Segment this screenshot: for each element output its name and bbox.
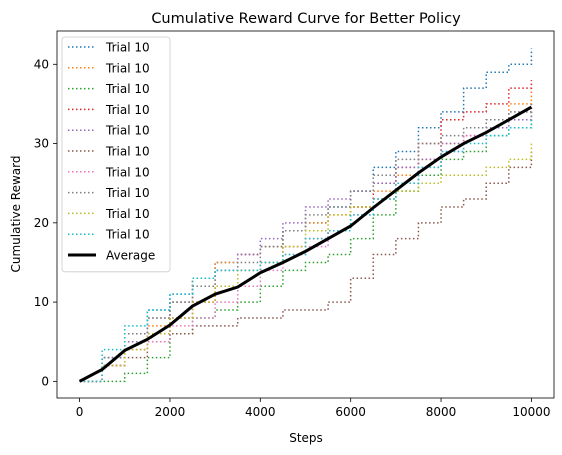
legend-entry: Trial 10 [105,124,150,138]
y-tick-label: 20 [34,216,49,230]
legend-entry: Trial 10 [105,103,150,117]
legend-entry: Trial 10 [105,61,150,75]
plot-frame [56,30,555,399]
x-axis-label: Steps [289,431,323,445]
x-tick-label: 0 [76,405,84,419]
legend-entry: Trial 10 [105,41,150,55]
y-axis-label: Cumulative Reward [9,156,23,273]
series-line-trial-5 [79,151,533,383]
plot-lines [78,48,533,383]
series-line-trial-7 [79,103,533,383]
x-tick-label: 10000 [512,405,550,419]
x-tick-label: 4000 [245,405,276,419]
legend-entry: Trial 10 [105,82,150,96]
ticks: 0 2000 4000 6000 8000 10000 0 10 20 30 40 [34,57,551,419]
x-tick-label: 6000 [335,405,366,419]
legend-entry: Trial 10 [105,186,150,200]
x-tick-label: 8000 [426,405,457,419]
legend-entry: Trial 10 [105,165,150,179]
series-line-average [78,105,533,383]
y-tick-label: 30 [34,137,49,151]
series-line-trial-2 [79,111,533,383]
legend-entry: Trial 10 [105,228,150,242]
legend-entry: Average [106,249,155,263]
legend-entry: Trial 10 [105,207,150,221]
legend-entry: Trial 10 [105,145,150,159]
legend: Trial 10 Trial 10 Trial 10 Trial 10 Trial 10… [61,36,171,273]
y-tick-label: 40 [34,57,49,71]
y-tick-label: 0 [41,374,49,388]
x-tick-label: 2000 [155,405,186,419]
y-tick-label: 10 [34,295,49,309]
chart-title: Cumulative Reward Curve for Better Polic… [151,11,461,27]
